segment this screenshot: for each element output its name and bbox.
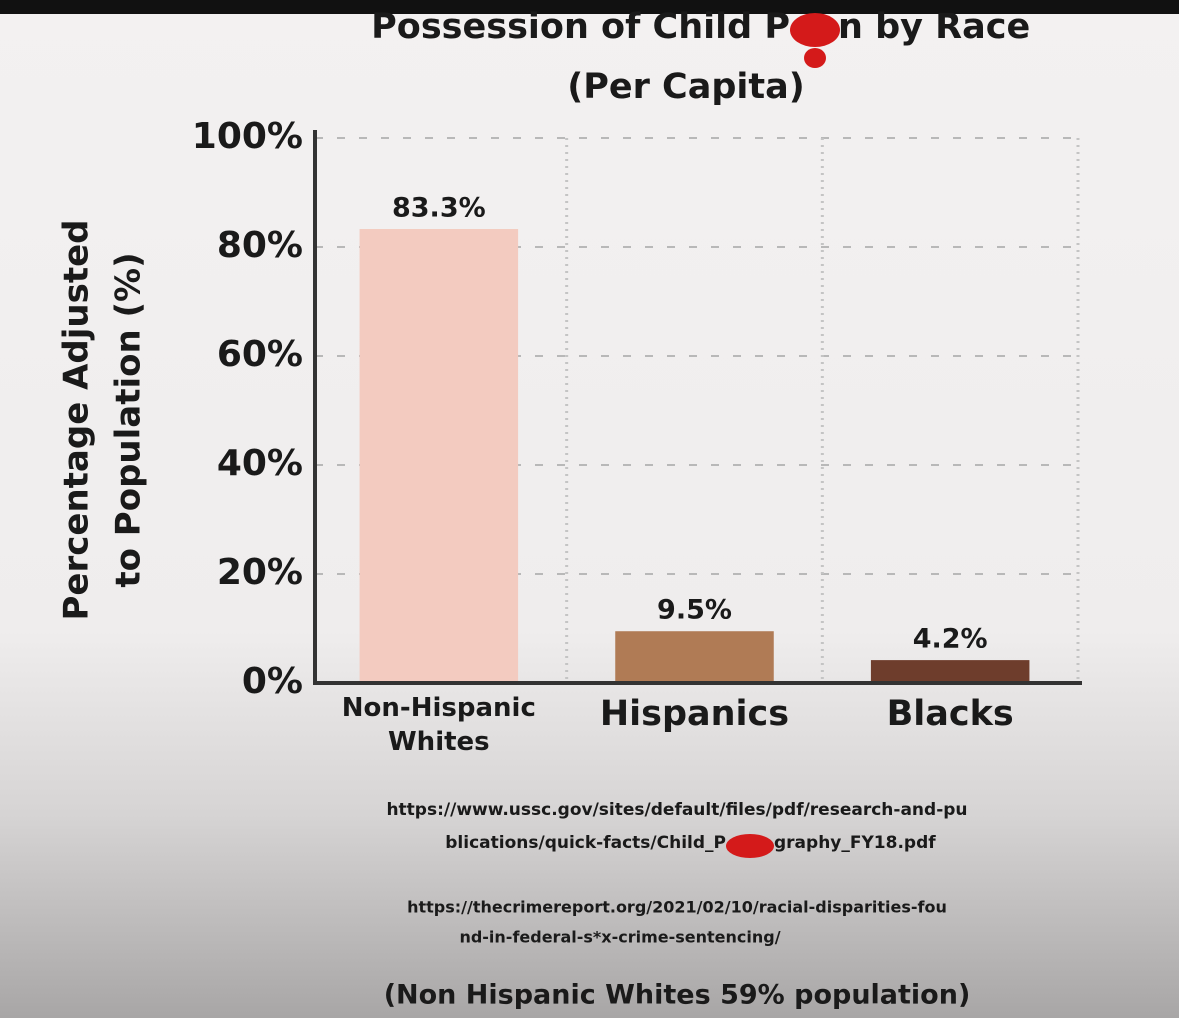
x-tick-label: Non-Hispanic Whites — [341, 693, 536, 757]
source-link: nd-in-federal-s*x-crime-sentencing/ — [459, 928, 780, 947]
redaction — [726, 834, 774, 858]
y-tick-label: 0% — [242, 661, 303, 702]
footnote: (Non Hispanic Whites 59% population) — [384, 980, 971, 1011]
y-tick-label: 80% — [217, 225, 303, 266]
y-axis-label: to Population (%) — [109, 252, 149, 587]
y-tick-label: 60% — [217, 334, 303, 375]
bar — [359, 229, 519, 683]
chart-title: n by Race — [838, 7, 1030, 47]
y-axis-label: Percentage Adjusted — [57, 220, 97, 621]
x-tick-label: Blacks — [886, 694, 1014, 734]
chart-subtitle: (Per Capita) — [567, 67, 805, 107]
source-link: graphy_FY18.pdf — [774, 833, 936, 853]
value-label: 83.3% — [392, 193, 486, 224]
chart-title: Possession of Child P — [371, 7, 790, 47]
bar — [870, 660, 1030, 683]
bar — [615, 631, 774, 683]
redaction — [804, 48, 826, 68]
y-tick-label: 100% — [192, 116, 303, 157]
redaction — [790, 13, 840, 47]
y-tick-label: 20% — [217, 552, 303, 593]
value-label: 9.5% — [657, 595, 732, 626]
source-link: https://www.ussc.gov/sites/default/files… — [386, 800, 967, 820]
source-link: https://thecrimereport.org/2021/02/10/ra… — [407, 898, 947, 917]
x-tick-label: Hispanics — [599, 694, 790, 734]
source-link: blications/quick-facts/Child_P — [445, 833, 726, 853]
value-label: 4.2% — [913, 624, 988, 655]
y-tick-label: 40% — [217, 443, 303, 484]
top-bar — [0, 0, 1179, 14]
